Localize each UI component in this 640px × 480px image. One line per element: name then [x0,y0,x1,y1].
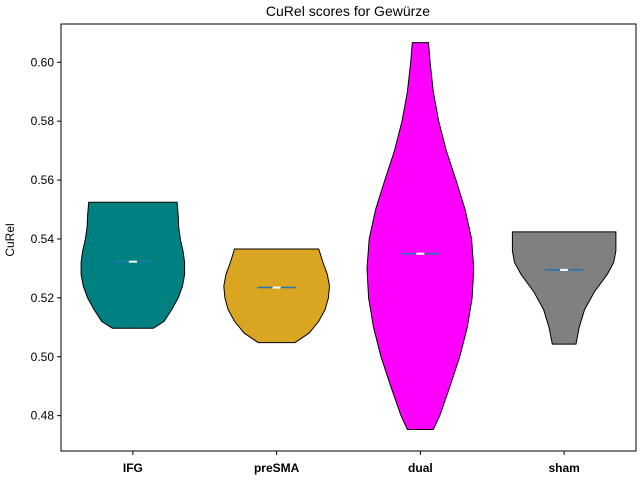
x-category-label: preSMA [254,461,300,475]
violin-body [511,231,617,345]
violins-group [80,42,617,430]
y-tick-label: 0.58 [31,114,55,128]
x-axis-ticks: IFG preSMA dual sham [123,451,580,475]
y-axis-ticks: 0.48 0.50 0.52 0.54 0.56 0.58 0.60 [31,55,61,423]
y-axis-label: CuRel [3,223,17,256]
violin-body [80,201,186,329]
violin-body [366,42,475,430]
y-tick-label: 0.50 [31,350,55,364]
x-category-label: IFG [123,461,143,475]
plot-frame [60,23,637,452]
y-tick-label: 0.60 [31,55,55,69]
violin-body [223,248,331,344]
x-category-label: dual [408,461,433,475]
y-tick-label: 0.48 [31,409,55,423]
y-tick-label: 0.54 [31,232,55,246]
y-tick-label: 0.56 [31,173,55,187]
x-category-label: sham [548,461,579,475]
chart-title: CuRel scores for Gewürze [266,3,430,19]
y-tick-label: 0.52 [31,291,55,305]
